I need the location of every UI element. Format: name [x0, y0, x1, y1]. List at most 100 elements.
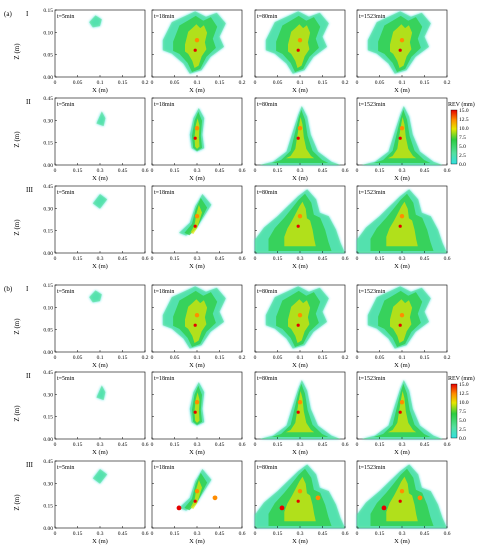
x-axis-label: X (m)	[394, 449, 410, 456]
x-tick-label: 0.15	[118, 355, 128, 361]
x-tick-label: 0.45	[318, 531, 328, 537]
y-tick-label: 0.15	[43, 8, 53, 14]
heat-region	[176, 469, 218, 511]
x-tick-label: 0.2	[239, 355, 246, 361]
x-tick-label: 0.1	[97, 355, 104, 361]
colorbar-tick-label: 15.0	[459, 108, 469, 114]
x-tick-label: 0.6	[239, 168, 246, 174]
time-label: t=18min	[154, 465, 174, 471]
x-tick-label: 0.15	[170, 531, 180, 537]
x-tick-label: 0	[54, 531, 57, 537]
x-tick-label: 0.15	[375, 168, 385, 174]
x-tick-label: 0.3	[97, 442, 104, 448]
x-tick-label: 0.45	[318, 168, 328, 174]
x-tick-label: 0.15	[73, 256, 83, 262]
x-tick-label: 0	[356, 256, 359, 262]
x-axis-label: X (m)	[189, 263, 205, 270]
heat-region	[357, 189, 447, 253]
x-tick-label: 0.2	[239, 80, 246, 86]
x-tick-label: 0	[54, 168, 57, 174]
y-tick-label: 0.05	[43, 328, 53, 334]
x-tick-label: 0.6	[239, 256, 246, 262]
x-tick-label: 0	[356, 531, 359, 537]
x-axis-label: X (m)	[292, 87, 308, 94]
heat-region	[367, 286, 431, 349]
time-label: t=1523min	[359, 465, 385, 471]
x-tick-label: 0.45	[420, 442, 430, 448]
x-tick-label: 0.05	[170, 355, 180, 361]
x-tick-label: 0.45	[118, 531, 128, 537]
x-tick-label: 0.15	[170, 256, 180, 262]
x-tick-label: 0.15	[375, 531, 385, 537]
x-axis-label: X (m)	[292, 362, 308, 369]
time-label: t=80min	[257, 102, 277, 108]
x-tick-label: 0	[356, 355, 359, 361]
x-tick-label: 0.3	[297, 168, 304, 174]
x-tick-label: 0	[54, 256, 57, 262]
y-tick-label: 0.45	[43, 96, 53, 102]
y-tick-label: 0.15	[43, 141, 53, 147]
x-tick-label: 0	[151, 168, 154, 174]
x-tick-label: 0.15	[170, 168, 180, 174]
x-tick-label: 0.6	[444, 442, 451, 448]
x-tick-label: 0.6	[342, 442, 349, 448]
heat-region	[179, 194, 212, 236]
colorbar-tick-label: 15.0	[459, 382, 469, 388]
y-tick-label: 0.00	[43, 251, 53, 257]
x-tick-label: 0.1	[194, 80, 201, 86]
row-roman-label: I	[26, 285, 29, 293]
heat-region	[92, 194, 108, 209]
y-tick-label: 0.15	[43, 229, 53, 235]
x-tick-label: 0.2	[342, 80, 349, 86]
x-tick-label: 0.15	[420, 355, 430, 361]
x-tick-label: 0.45	[420, 256, 430, 262]
time-label: t=18min	[154, 14, 174, 20]
x-tick-label: 0.3	[194, 256, 201, 262]
x-tick-label: 0.2	[142, 355, 149, 361]
y-tick-label: 0.05	[43, 53, 53, 59]
x-tick-label: 0.05	[170, 80, 180, 86]
x-tick-label: 0.45	[215, 168, 225, 174]
colorbar-tick-label: 12.5	[459, 117, 469, 123]
x-tick-label: 0.3	[97, 256, 104, 262]
heat-region	[357, 464, 447, 528]
y-axis-label: Z (m)	[13, 405, 21, 422]
x-tick-label: 0.3	[194, 442, 201, 448]
y-tick-label: 0.30	[43, 206, 53, 212]
x-tick-label: 0.2	[142, 80, 149, 86]
time-label: t=5min	[57, 289, 74, 295]
x-tick-label: 0.6	[142, 256, 149, 262]
heat-region	[255, 464, 345, 528]
x-tick-label: 0.3	[399, 531, 406, 537]
heat-region	[189, 108, 205, 152]
y-tick-label: 0.00	[43, 437, 53, 443]
x-axis-label: X (m)	[394, 362, 410, 369]
time-label: t=18min	[154, 289, 174, 295]
x-tick-label: 0.3	[297, 531, 304, 537]
x-axis-label: X (m)	[189, 87, 205, 94]
time-label: t=18min	[154, 102, 174, 108]
colorbar-tick-label: 5.0	[459, 144, 466, 150]
time-label: t=80min	[257, 190, 277, 196]
heat-region	[361, 106, 443, 165]
time-label: t=1523min	[359, 190, 385, 196]
x-tick-label: 0.15	[273, 442, 283, 448]
y-tick-label: 0.45	[43, 459, 53, 465]
x-tick-label: 0.15	[318, 80, 328, 86]
time-label: t=5min	[57, 102, 74, 108]
x-tick-label: 0.3	[399, 442, 406, 448]
x-tick-label: 0	[254, 168, 257, 174]
figure-part-label: (a)	[4, 10, 12, 18]
x-axis-label: X (m)	[189, 175, 205, 182]
row-roman-label: III	[26, 186, 34, 194]
x-tick-label: 0.45	[118, 442, 128, 448]
x-axis-label: X (m)	[92, 263, 108, 270]
x-tick-label: 0.6	[342, 531, 349, 537]
heat-region	[96, 385, 106, 401]
x-tick-label: 0.45	[420, 531, 430, 537]
x-tick-label: 0.3	[399, 168, 406, 174]
y-tick-label: 0.00	[43, 163, 53, 169]
y-tick-label: 0.10	[43, 30, 53, 36]
time-label: t=5min	[57, 465, 74, 471]
